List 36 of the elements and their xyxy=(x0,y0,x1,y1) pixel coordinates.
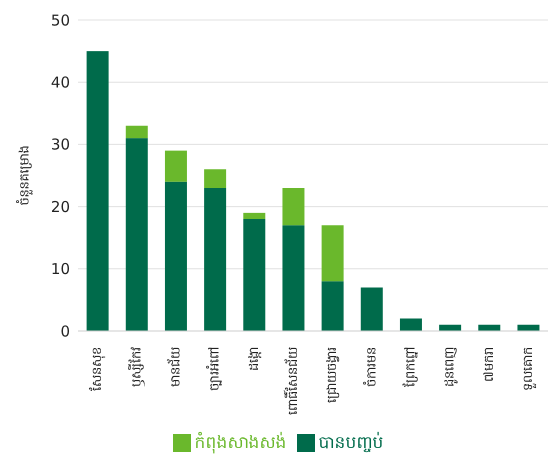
bar xyxy=(86,51,109,331)
bar xyxy=(400,318,422,331)
bar xyxy=(164,182,187,331)
y-tick-label: 20 xyxy=(50,198,70,216)
legend-label: បានបញ្ចប់ xyxy=(318,433,384,453)
bar xyxy=(164,150,187,182)
bar xyxy=(322,225,344,282)
x-tick-label: ចំការមន xyxy=(362,347,380,387)
bar xyxy=(322,281,344,331)
x-tick-label: ដូនពេញ xyxy=(442,347,459,387)
y-tick-label: 0 xyxy=(60,322,70,340)
x-tick-label: ពោធិ៍សែនជ័យ xyxy=(282,347,301,415)
x-tick-label: ឫស្សីកែវ xyxy=(127,347,146,387)
bar xyxy=(282,188,304,226)
bar xyxy=(126,126,148,138)
bar xyxy=(204,188,226,331)
y-tick-label: 10 xyxy=(50,260,70,278)
x-tick-label: ជ្រោយចង្វារ xyxy=(325,347,340,403)
x-tick-label: មានជ័យ xyxy=(166,347,184,387)
y-axis-title: ចំនួនគម្រោង xyxy=(16,146,34,206)
y-tick-label: 40 xyxy=(50,74,70,92)
x-tick-label: ទួលគោក xyxy=(520,347,537,391)
bar xyxy=(282,225,304,331)
x-tick-label: ៧មករា xyxy=(482,347,497,382)
x-tick-label: ដង្កោ xyxy=(246,347,262,371)
bar xyxy=(243,212,266,220)
bar xyxy=(126,138,148,331)
bar xyxy=(204,169,226,188)
bar xyxy=(243,219,266,331)
bar xyxy=(360,287,383,331)
legend-label: កំពុងសាងសង់ xyxy=(194,433,286,453)
x-tick-label: ច្បារអំពៅ xyxy=(206,347,223,391)
x-tick-label: សែនសុខ xyxy=(88,347,106,391)
y-tick-label: 30 xyxy=(50,136,70,154)
y-tick-label: 50 xyxy=(50,11,70,30)
x-tick-label: ព្រែកព្នៅ xyxy=(401,347,418,387)
